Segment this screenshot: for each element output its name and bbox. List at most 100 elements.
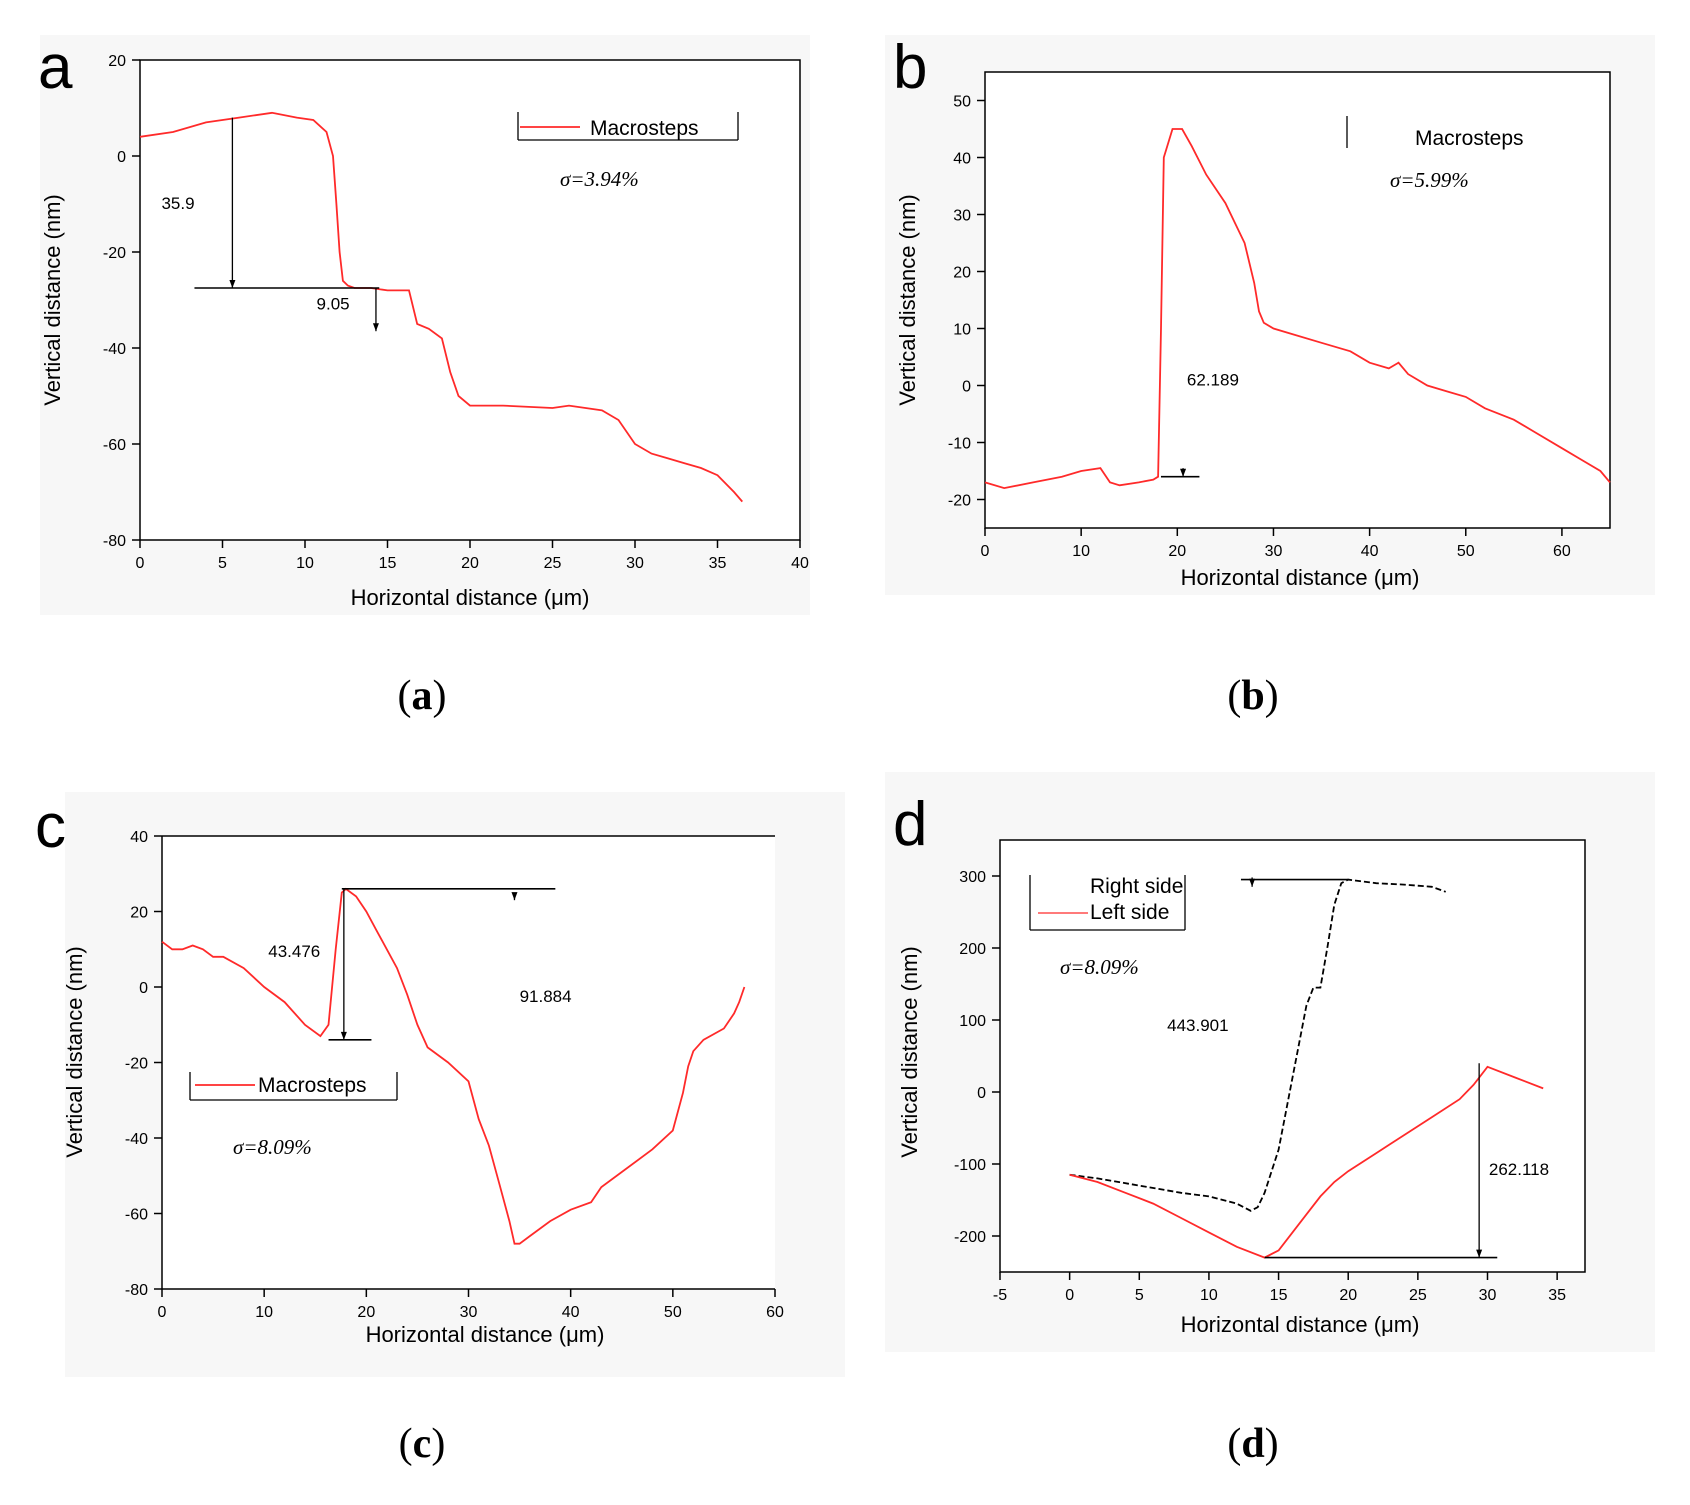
x-axis-title: Horizontal distance (μm) — [351, 585, 590, 610]
annotation-arrowhead — [372, 323, 379, 332]
legend-label: Right side — [1090, 875, 1183, 898]
x-tick-label: 0 — [158, 1304, 167, 1321]
x-tick-label: 30 — [626, 555, 644, 572]
y-tick-label: -80 — [125, 1282, 148, 1299]
annotation-label: 443.901 — [1167, 1016, 1228, 1035]
sigma-label: σ=3.94% — [560, 167, 639, 191]
panel-c: c 0 10 20 30 40 50 60 -80 -60 -40 -20 0 20 40 Horizonta… — [0, 752, 845, 1505]
annotation-arrowhead — [1476, 1249, 1483, 1258]
annotation-label: 35.9 — [161, 194, 194, 213]
x-tick-label: 35 — [1548, 1287, 1566, 1304]
chart-c: c0 10 20 30 40 50 60-80-60-40-2002040Horizonta… — [35, 792, 845, 1377]
sigma-label: σ=5.99% — [1390, 168, 1469, 192]
x-tick-label: 50 — [664, 1304, 682, 1321]
y-tick-label: -100 — [954, 1157, 986, 1174]
annotation-label: 91.884 — [520, 987, 572, 1006]
y-axis-title: Vertical distance (nm) — [62, 946, 87, 1158]
x-tick-label: 20 — [357, 1304, 375, 1321]
x-tick-label: 0 — [136, 555, 145, 572]
x-tick-label: 20 — [1339, 1287, 1357, 1304]
sigma-label: σ=8.09% — [1060, 955, 1139, 979]
y-tick-label: 40 — [953, 151, 971, 168]
x-tick-label: 10 — [255, 1304, 273, 1321]
y-tick-label: 300 — [959, 869, 986, 886]
y-tick-label: -200 — [954, 1229, 986, 1246]
x-tick-label: 35 — [709, 555, 727, 572]
series-line-0 — [984, 128, 1611, 490]
y-tick-label: -20 — [125, 1056, 148, 1073]
x-axis-title: Horizontal distance (μm) — [1181, 1312, 1420, 1337]
annotation-arrowhead — [511, 892, 518, 901]
panel-d: d -5 0 5 10 15 20 25 30 35 -200 -100 0 100 200 300 Horiz… — [845, 752, 1690, 1505]
sigma-label: σ=8.09% — [233, 1135, 312, 1159]
y-axis-title: Vertical distance (nm) — [40, 194, 65, 406]
panel-letter: b — [893, 33, 927, 102]
x-tick-label: 20 — [461, 555, 479, 572]
y-tick-label: 50 — [953, 94, 971, 111]
y-tick-label: 0 — [977, 1085, 986, 1102]
y-tick-label: -20 — [103, 245, 126, 262]
y-tick-label: 30 — [953, 208, 971, 225]
x-tick-label: 10 — [1072, 543, 1090, 560]
y-tick-label: 20 — [953, 265, 971, 282]
legend-label: Left side — [1090, 901, 1169, 924]
series-line-0 — [139, 111, 743, 503]
y-axis-title: Vertical distance (nm) — [895, 194, 920, 406]
plot-frame — [999, 839, 1586, 1273]
annotation-arrowhead — [1180, 468, 1187, 477]
x-tick-label: 25 — [544, 555, 562, 572]
y-tick-label: 0 — [139, 980, 148, 997]
series-line-1 — [1069, 1065, 1544, 1259]
x-tick-label: 30 — [460, 1304, 478, 1321]
chart-d: d -5 0 5 10 15 20 25 30 35 -200 -100 0 100 200 300 Horiz… — [885, 772, 1655, 1352]
legend-label: Macrosteps — [258, 1074, 367, 1097]
x-tick-label: 50 — [1457, 543, 1475, 560]
x-tick-label: 60 — [1553, 543, 1571, 560]
annotation-arrowhead — [229, 280, 236, 288]
x-tick-label: 25 — [1409, 1287, 1427, 1304]
panel-a: a 0 5 10 15 20 25 30 35 40 -80 -60 -40 -20 0 20 Horizont… — [0, 0, 845, 752]
y-tick-label: -80 — [103, 533, 126, 550]
x-tick-label: 20 — [1168, 543, 1186, 560]
x-axis-title: Horizontal distance (μm) — [366, 1322, 605, 1347]
legend-label: Macrosteps — [590, 117, 699, 140]
plot-area — [162, 836, 775, 1289]
panel-letter: c — [35, 792, 66, 861]
caption-a: (a) — [397, 673, 447, 719]
x-tick-label: 15 — [379, 555, 397, 572]
annotation-label: 43.476 — [268, 942, 320, 961]
x-tick-label: 0 — [1065, 1287, 1074, 1304]
y-tick-label: 40 — [130, 829, 148, 846]
x-tick-label: 30 — [1265, 543, 1283, 560]
annotation-arrowhead — [340, 1031, 347, 1040]
plot-frame — [984, 71, 1611, 529]
annotation-label: 9.05 — [317, 295, 350, 314]
panel-letter: d — [893, 790, 927, 859]
x-tick-label: 10 — [1200, 1287, 1218, 1304]
y-tick-label: 20 — [130, 905, 148, 922]
x-tick-label: 15 — [1270, 1287, 1288, 1304]
chart-b: b 0 10 20 30 40 50 60 -20 -10 0 10 20 30 40 50 Horizonta… — [885, 33, 1655, 595]
x-axis-title: Horizontal distance (μm) — [1181, 565, 1420, 590]
x-tick-label: 5 — [1135, 1287, 1144, 1304]
y-tick-label: -10 — [948, 436, 971, 453]
x-tick-label: 0 — [981, 543, 990, 560]
caption-d: (d) — [1227, 1421, 1279, 1467]
y-tick-label: 20 — [108, 53, 126, 70]
x-tick-label: 10 — [296, 555, 314, 572]
y-axis-title: Vertical distance (nm) — [897, 946, 922, 1158]
annotation-label: 262.118 — [1489, 1160, 1549, 1179]
series-line-0 — [1069, 878, 1447, 1212]
annotation-label: 62.189 — [1187, 371, 1239, 390]
series-line-0 — [161, 887, 746, 1245]
annotation-arrowhead — [1249, 878, 1256, 887]
y-tick-label: -60 — [125, 1207, 148, 1224]
y-tick-label: -20 — [948, 493, 971, 510]
x-tick-label: 40 — [1361, 543, 1379, 560]
x-tick-label: 40 — [562, 1304, 580, 1321]
y-tick-label: 200 — [959, 941, 986, 958]
y-tick-label: -40 — [103, 341, 126, 358]
chart-a: a 0 5 10 15 20 25 30 35 40 -80 -60 -40 -20 0 20 Horizont… — [38, 33, 810, 615]
x-tick-label: 5 — [218, 555, 227, 572]
y-tick-label: 100 — [959, 1013, 986, 1030]
